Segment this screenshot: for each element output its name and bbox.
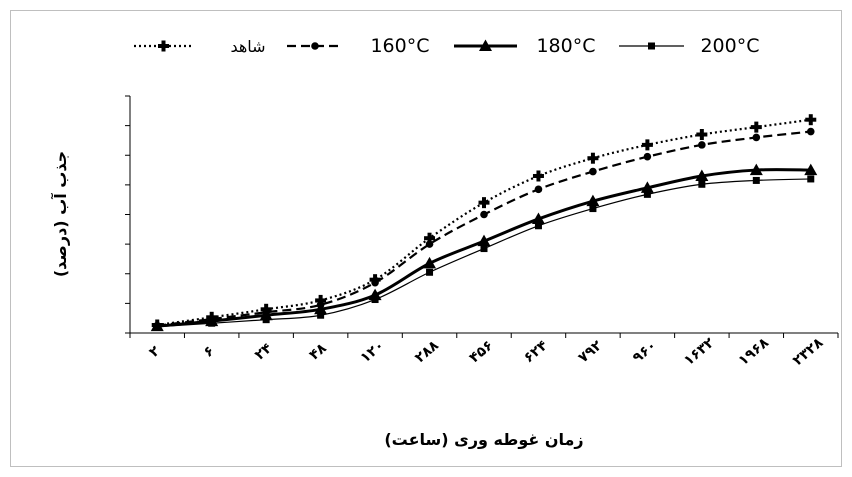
- data-point: [424, 232, 436, 244]
- data-point: [478, 197, 490, 209]
- data-point: [695, 169, 709, 181]
- data-point: [750, 121, 762, 133]
- legend-label: 180°C: [536, 35, 595, 57]
- series-4: [153, 175, 815, 331]
- data-point: [587, 152, 599, 164]
- data-point: [425, 240, 434, 248]
- series-1: [151, 114, 817, 331]
- x-tick-label: ۱۶۳۲: [681, 335, 718, 370]
- series-layer: [150, 114, 818, 332]
- data-point: [477, 234, 491, 247]
- x-tick-label: ۲۴: [252, 340, 276, 364]
- data-point: [371, 296, 379, 304]
- chart-border: [10, 10, 842, 467]
- data-point: [586, 194, 600, 207]
- data-point: [480, 210, 488, 219]
- data-point: [208, 319, 216, 327]
- data-point: [315, 294, 327, 306]
- series-line: [157, 118, 811, 327]
- x-tick-label: ۲۸۸: [412, 337, 442, 366]
- legend-item-2: 160°C: [287, 35, 430, 57]
- x-tick-label: ۶: [201, 343, 218, 361]
- y-axis-title: جذب آب (درصد): [50, 151, 70, 277]
- legend-marker: [311, 42, 319, 50]
- legend-label: 200°C: [700, 35, 759, 57]
- data-point: [752, 176, 760, 184]
- x-tick-label: ۹۶۰: [630, 338, 660, 367]
- data-point: [805, 114, 817, 126]
- data-point: [531, 212, 545, 224]
- x-tick-label: ۷۹۲: [575, 337, 605, 366]
- legend: شاهد 160°C 180°C 200°C: [134, 35, 760, 57]
- x-tick-label: ۲۳۲۸: [790, 335, 827, 370]
- data-point: [314, 302, 328, 315]
- data-point: [426, 268, 434, 276]
- data-point: [534, 185, 543, 194]
- data-point: [806, 127, 815, 136]
- data-point: [371, 278, 379, 287]
- legend-marker: [479, 39, 492, 51]
- data-point: [696, 129, 708, 141]
- data-point: [480, 245, 488, 253]
- data-point: [643, 190, 651, 198]
- legend-label: شاهد: [230, 37, 265, 56]
- x-tick-label: ۲: [146, 343, 163, 361]
- data-point: [262, 316, 270, 324]
- data-point: [804, 163, 818, 176]
- data-point: [807, 175, 815, 183]
- series-2: [153, 127, 815, 330]
- data-point: [317, 311, 325, 319]
- data-point: [589, 167, 597, 176]
- axes: [125, 95, 839, 338]
- data-point: [643, 152, 652, 161]
- legend-label: 160°C: [370, 35, 429, 57]
- series-line: [157, 130, 811, 327]
- legend-marker: [648, 42, 655, 50]
- legend-item-3: 180°C: [454, 35, 596, 57]
- legend-marker: [158, 40, 169, 52]
- data-point: [589, 205, 597, 213]
- data-point: [698, 180, 706, 188]
- data-point: [698, 141, 706, 149]
- data-point: [749, 163, 763, 176]
- x-tick-label: ۴۸: [306, 340, 330, 364]
- x-tick-label: ۴۵۶: [466, 338, 496, 367]
- data-point: [423, 256, 437, 269]
- legend-item-4: 200°C: [619, 35, 760, 57]
- data-point: [534, 222, 542, 230]
- x-tick-label: ۱۹۶۸: [735, 335, 772, 370]
- x-tick-label: ۱۲۰: [358, 338, 388, 367]
- data-point: [752, 133, 761, 142]
- x-tick-labels: ۲ ۶ ۲۴ ۴۸ ۱۲۰ ۲۸۸ ۴۵۶ ۶۲۴ ۷۹۲ ۹۶۰ ۱۶۳۲ ۱۹۶۸ ۲۳۲۸: [146, 335, 827, 370]
- legend-item-1: شاهد: [134, 37, 266, 56]
- x-axis-title: زمان غوطه وری (ساعت): [384, 430, 583, 449]
- data-point: [641, 139, 653, 151]
- x-tick-label: ۶۲۴: [521, 337, 551, 366]
- data-point: [532, 170, 544, 182]
- data-point: [153, 323, 161, 331]
- data-point: [640, 181, 654, 193]
